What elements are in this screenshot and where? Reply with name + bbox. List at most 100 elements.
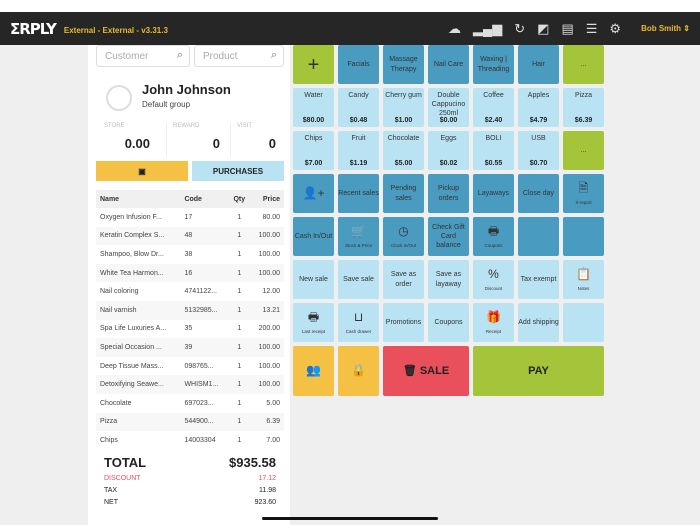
tile-chocolate[interactable]: Chocolate $5.00 xyxy=(383,131,424,170)
tile-double-cappucino-250ml[interactable]: Double Cappucino 250ml $0.00 xyxy=(428,88,469,127)
tile-apples[interactable]: Apples $4.79 xyxy=(518,88,559,127)
tile-price: $0.48 xyxy=(349,116,368,124)
product-search[interactable]: Product ⌕ xyxy=(194,45,284,67)
cell-price: 100.00 xyxy=(250,375,284,394)
table-row[interactable]: Nail varnish 5132985... 1 13.21 xyxy=(96,300,284,320)
tile-add-customer-icon[interactable]: 👤+ xyxy=(293,174,334,213)
tile-stock-price[interactable]: 🛒 Stock & Price xyxy=(338,217,379,256)
tile-massage-therapy[interactable]: Massage Therapy xyxy=(383,45,424,84)
tile-pending-sales[interactable]: Pending sales xyxy=(383,174,424,213)
table-row[interactable]: Detoxifying Seawe... WHISM1... 1 100.00 xyxy=(96,375,284,394)
cloud-icon[interactable]: ☁ xyxy=(448,20,462,36)
tile-layaways[interactable]: Layaways xyxy=(473,174,514,213)
tile-cherry-gum[interactable]: Cherry gum $1.00 xyxy=(383,88,424,127)
version-label: External - External - v3.31.3 xyxy=(63,26,168,35)
tile-tax-exempt[interactable]: Tax exempt xyxy=(518,260,559,299)
tile-label: Double Cappucino 250ml xyxy=(431,92,466,118)
tile-fruit[interactable]: Fruit $1.19 xyxy=(338,131,379,170)
table-row[interactable]: Chocolate 697023... 1 5.00 xyxy=(96,394,284,413)
tile-facials[interactable]: Facials xyxy=(338,45,379,84)
edit-icon[interactable]: ◩ xyxy=(537,20,550,36)
tile-last-receipt[interactable]: 🖶 Last receipt xyxy=(293,303,334,342)
tile-clock-in-out[interactable]: ◷ Clock In/Out xyxy=(383,217,424,256)
cell-qty: 1 xyxy=(228,263,251,283)
user-menu[interactable]: Bob Smith ⇕ xyxy=(641,24,690,33)
tile-nail-care[interactable]: Nail Care xyxy=(428,45,469,84)
tile-label: Add shipping xyxy=(518,318,559,326)
table-row[interactable]: Nail coloring 4741122... 1 12.00 xyxy=(96,282,284,301)
tile-blank[interactable] xyxy=(518,217,559,256)
cell-qty: 1 xyxy=(237,362,242,370)
tile-recent-sales[interactable]: Recent sales xyxy=(338,174,379,213)
tile-pay[interactable]: PAY xyxy=(473,346,604,396)
tile-coffee[interactable]: Coffee $2.40 xyxy=(473,88,514,127)
table-row[interactable]: Pizza 544900... 1 6.39 xyxy=(96,412,284,432)
tile-eggs[interactable]: Eggs $0.02 xyxy=(428,131,469,170)
tile-pickup-orders[interactable]: Pickup orders xyxy=(428,174,469,213)
tile-label: Eggs xyxy=(440,135,457,142)
tile-cash-drawer[interactable]: ⊔ Cash drawer xyxy=(338,303,379,342)
cell-name: Oxygen Infusion F... xyxy=(100,213,162,221)
customer-search[interactable]: Customer ⌕ xyxy=(96,45,190,67)
tile-blank[interactable] xyxy=(563,217,604,256)
tile-cash-in-out[interactable]: Cash In/Out xyxy=(293,217,334,256)
tile-pizza[interactable]: Pizza $6.39 xyxy=(563,88,604,127)
tile-close-day[interactable]: Close day xyxy=(518,174,559,213)
tile-x-report[interactable]: 🗎 X-report xyxy=(563,174,604,213)
tile-usb[interactable]: USB $0.70 xyxy=(518,131,559,170)
table-row[interactable]: Spa Life Luxuries A... 35 1 200.00 xyxy=(96,320,284,339)
users-icon: 👥 xyxy=(306,363,321,378)
tile-blank[interactable] xyxy=(563,303,604,342)
tile-notes[interactable]: 📋 Notes xyxy=(563,260,604,299)
customer-card-button[interactable]: ▣ xyxy=(96,161,188,181)
tile-label: Facials xyxy=(347,60,370,68)
cell-qty: 1 xyxy=(228,338,251,357)
tile-label: Water xyxy=(304,92,323,99)
tile-label: Cash In/Out xyxy=(294,232,333,240)
tile-water[interactable]: Water $80.00 xyxy=(293,88,334,127)
archive-icon[interactable]: ▤ xyxy=(561,20,574,36)
tile-label: Layaways xyxy=(477,189,510,197)
cell-price: 12.00 xyxy=(262,288,280,296)
table-row[interactable]: Shampoo, Blow Dr... 38 1 100.00 xyxy=(96,245,284,264)
purchases-button[interactable]: PURCHASES xyxy=(192,161,284,181)
tile-check-gift-card-balance[interactable]: Check Gift Card balance xyxy=(428,217,469,256)
gear-icon[interactable]: ⚙ xyxy=(609,20,622,36)
tile-add-shipping[interactable]: Add shipping xyxy=(518,303,559,342)
tile-save-as-order[interactable]: Save as order xyxy=(383,260,424,299)
tile-save-sale[interactable]: Save sale xyxy=(338,260,379,299)
cell-name: Chips xyxy=(100,436,118,444)
tile-discount[interactable]: % Discount xyxy=(473,260,514,299)
tile-save-as-layaway[interactable]: Save as layaway xyxy=(428,260,469,299)
table-row[interactable]: Chips 14003304 1 7.00 xyxy=(96,431,284,450)
tile-coupons[interactable]: Coupons xyxy=(428,303,469,342)
tile-lock-icon[interactable]: 🔒 xyxy=(338,346,379,396)
report-icon: 🗎 xyxy=(578,181,589,196)
table-row[interactable]: Oxygen Infusion F... 17 1 80.00 xyxy=(96,208,284,227)
refresh-icon[interactable]: ↻ xyxy=(514,20,526,36)
table-row[interactable]: Deep Tissue Mass... 098765... 1 100.00 xyxy=(96,357,284,376)
tile-[interactable]: ... xyxy=(563,131,604,170)
tile-boli[interactable]: BOLI $0.55 xyxy=(473,131,514,170)
logo: ΣRPLY xyxy=(10,19,57,38)
tile-coupons[interactable]: 🖶 Coupons xyxy=(473,217,514,256)
tile-promotions[interactable]: Promotions xyxy=(383,303,424,342)
cell-price: 80.00 xyxy=(262,213,280,221)
table-row[interactable]: Keratin Complex S... 48 1 100.00 xyxy=(96,226,284,246)
tile-add-icon[interactable]: + xyxy=(293,45,334,84)
tile-sale[interactable]: 🗑 SALE xyxy=(383,346,469,396)
tile-[interactable]: ... xyxy=(563,45,604,84)
customer-name[interactable]: John Johnson xyxy=(142,82,231,97)
tile-receipt[interactable]: 🎁 Receipt xyxy=(473,303,514,342)
list-icon[interactable]: ☰ xyxy=(585,20,598,36)
tile-chips[interactable]: Chips $7.00 xyxy=(293,131,334,170)
tile-users-icon[interactable]: 👥 xyxy=(293,346,334,396)
tile-hair[interactable]: Hair xyxy=(518,45,559,84)
table-row[interactable]: Special Occasion ... 39 1 100.00 xyxy=(96,338,284,357)
tile-new-sale[interactable]: New sale xyxy=(293,260,334,299)
table-header: Name Code Qty Price xyxy=(96,190,284,208)
table-row[interactable]: White Tea Harmon... 16 1 100.00 xyxy=(96,263,284,283)
tile-waxing-threading[interactable]: Waxing | Threading xyxy=(473,45,514,84)
col-price: Price xyxy=(250,190,284,208)
tile-candy[interactable]: Candy $0.48 xyxy=(338,88,379,127)
